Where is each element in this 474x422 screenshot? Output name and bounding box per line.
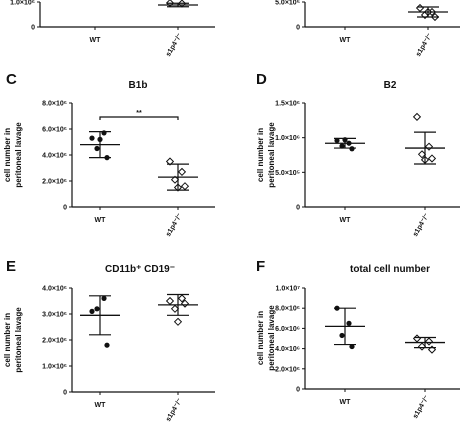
x-tick-label: s1p4⁻/⁻ [165, 32, 184, 58]
data-point [339, 332, 345, 339]
y-tick-label: 6.0×10⁶ [275, 326, 300, 333]
data-point [165, 296, 175, 306]
y-axis-label: peritoneal lavage [267, 122, 276, 188]
y-tick-label: 0 [296, 25, 300, 32]
y-tick-label: 4.0×10⁶ [275, 346, 300, 353]
y-tick-label: 8.0×10⁶ [275, 306, 300, 313]
data-point [334, 137, 340, 144]
data-point [339, 143, 345, 149]
chart-title: CD11b⁺ CD19⁻ [105, 264, 175, 275]
y-tick-label: 4.0×10⁶ [42, 153, 67, 160]
y-tick-label: 6.0×10⁶ [42, 127, 67, 134]
y-tick-label: 0 [31, 25, 35, 32]
data-point [89, 135, 95, 141]
x-tick-label: WT [90, 37, 102, 44]
data-point [177, 167, 187, 177]
chart-title: B1b [129, 80, 148, 91]
panel-letter: C [6, 71, 17, 88]
x-tick-label: WT [340, 37, 352, 44]
y-axis-label: cell number in [3, 313, 12, 367]
data-point [349, 343, 355, 350]
y-tick-label: 3.0×10⁶ [42, 312, 67, 319]
x-tick-label: WT [95, 217, 107, 224]
y-axis-label: peritoneal lavage [14, 307, 23, 373]
x-tick-label: s1p4⁻/⁻ [412, 212, 431, 238]
data-point [417, 342, 427, 351]
chart-title: B2 [384, 80, 397, 91]
data-point [165, 157, 175, 166]
y-axis-label: peritoneal lavage [267, 305, 276, 371]
x-tick-label: WT [340, 217, 352, 224]
data-point [427, 154, 437, 163]
significance-label: ** [136, 110, 142, 117]
data-point [170, 175, 180, 184]
data-point [94, 145, 100, 152]
y-tick-label: 8.0×10⁶ [42, 101, 67, 108]
y-tick-label: 0 [296, 205, 300, 212]
x-tick-label: WT [340, 399, 352, 406]
y-tick-label: 0 [63, 205, 67, 212]
data-point [424, 337, 434, 346]
data-point [417, 150, 427, 159]
y-tick-label: 1.0×10⁷ [276, 286, 301, 293]
y-tick-label: 0 [63, 390, 67, 397]
data-point [104, 342, 110, 348]
panel-letter: E [6, 258, 16, 275]
x-tick-label: s1p4⁻/⁻ [412, 394, 431, 420]
y-tick-label: 5.0×10⁵ [275, 0, 300, 7]
panel-letter: F [256, 258, 265, 275]
y-tick-label: 1.0×10⁶ [10, 0, 35, 7]
data-point [173, 317, 183, 326]
data-point [346, 320, 352, 326]
y-axis-label: cell number in [3, 128, 12, 182]
data-point [177, 294, 187, 303]
data-point [412, 334, 422, 343]
y-tick-label: 1.0×10⁶ [42, 364, 67, 371]
significance-bracket [99, 116, 179, 120]
data-point [180, 182, 190, 191]
y-tick-label: 2.0×10⁶ [42, 179, 67, 186]
y-axis-label: peritoneal lavage [14, 122, 23, 188]
panel-letter: D [256, 71, 267, 88]
y-tick-label: 2.0×10⁶ [42, 338, 67, 345]
data-point [424, 142, 434, 151]
data-point [415, 3, 425, 13]
y-tick-label: 1.0×10⁶ [275, 135, 300, 142]
y-tick-label: 4.0×10⁶ [42, 286, 67, 293]
y-tick-label: 2.0×10⁶ [275, 366, 300, 373]
data-point [89, 308, 95, 314]
data-point [412, 112, 422, 121]
data-point [94, 306, 100, 312]
y-tick-label: 1.5×10⁶ [275, 101, 300, 108]
x-tick-label: s1p4⁻/⁻ [165, 212, 184, 238]
y-tick-label: 0 [296, 387, 300, 394]
y-tick-label: 5.0×10⁵ [275, 170, 300, 177]
data-point [101, 295, 107, 301]
x-tick-label: s1p4⁻/⁻ [415, 32, 434, 58]
y-axis-label: cell number in [256, 128, 265, 182]
data-point [170, 304, 180, 313]
chart-title: total cell number [350, 264, 430, 275]
y-axis-label: cell number in [256, 311, 265, 365]
data-point [349, 146, 355, 152]
x-tick-label: s1p4⁻/⁻ [165, 397, 184, 422]
x-tick-label: WT [95, 402, 107, 409]
